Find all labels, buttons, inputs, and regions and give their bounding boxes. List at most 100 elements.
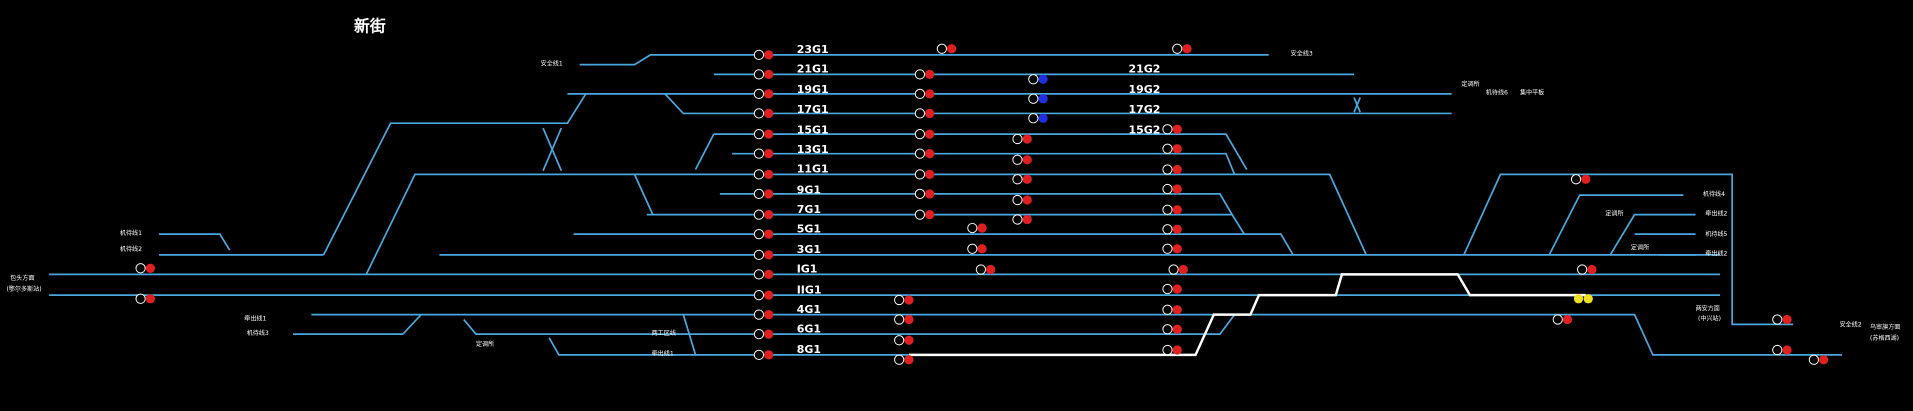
signal-lamp	[1022, 174, 1032, 184]
signal-lamp	[904, 295, 914, 305]
track-label: 6G1	[797, 322, 821, 335]
signal-lamp	[1012, 214, 1023, 225]
signal-lamp	[1782, 314, 1792, 325]
small-label: 机待线2	[120, 245, 142, 253]
signal-lamp	[1012, 133, 1023, 145]
small-label: 乌审旗方面	[1870, 323, 1900, 331]
signal-lamp	[1162, 143, 1173, 154]
track-label: 5G1	[797, 222, 821, 235]
signal-lamp	[1587, 264, 1597, 275]
signal-lamp	[753, 249, 765, 261]
signal-lamp	[1162, 224, 1173, 235]
signal-lamp	[1022, 195, 1032, 205]
signal-lamp	[753, 269, 765, 280]
track-line	[633, 174, 654, 216]
track-line	[293, 314, 422, 336]
signal-lamp	[753, 148, 765, 159]
signal-lamp	[914, 188, 926, 200]
track-label: 19G2	[1128, 83, 1160, 96]
track-line	[682, 314, 697, 356]
signal-lamp	[967, 222, 978, 234]
signal-lamp	[764, 290, 774, 300]
signal-lamp	[1172, 345, 1182, 355]
signal-lamp	[914, 209, 926, 220]
small-label: 牵出线2	[1705, 209, 1727, 217]
signal-lamp	[986, 264, 996, 275]
signal-lamp	[1782, 345, 1792, 355]
signal-lamp	[1168, 264, 1179, 275]
signal-lamp	[1570, 174, 1582, 185]
signal-lamp	[894, 354, 905, 365]
signal-lamp	[914, 169, 926, 180]
track-label: IG1	[797, 263, 818, 276]
track-label: 8G1	[797, 343, 821, 356]
signal-lamp	[977, 244, 987, 254]
signal-lamp	[1162, 344, 1173, 356]
signal-lamp	[977, 223, 987, 233]
signal-lamp	[925, 69, 935, 80]
signal-lamp	[1012, 194, 1023, 206]
small-label: 牵出线2	[1705, 250, 1727, 258]
track-label: 17G1	[797, 103, 829, 116]
track-line	[646, 213, 1246, 235]
signal-lamp	[1818, 355, 1829, 365]
track-label: 15G2	[1128, 123, 1160, 136]
track-line	[719, 193, 1233, 216]
track-label: 7G1	[797, 203, 821, 216]
signal-lamp	[925, 129, 935, 139]
track-label: 13G1	[797, 143, 829, 156]
signal-lamp	[1162, 243, 1173, 254]
track-line	[579, 54, 1269, 66]
small-label: 两安方面	[1696, 305, 1720, 313]
track-label: 11G1	[797, 163, 829, 176]
signal-lamp	[1022, 134, 1032, 144]
signal-lamp	[764, 89, 774, 99]
track-label: 21G2	[1128, 63, 1160, 76]
signal-lamp	[1162, 164, 1173, 175]
small-label: 机待线4	[1703, 190, 1725, 198]
signal-lamp	[753, 309, 765, 320]
signal-lamp	[135, 293, 146, 304]
signal-lamp	[1038, 74, 1048, 84]
small-label: (中兴站)	[1698, 314, 1721, 322]
signal-lamp	[753, 188, 765, 200]
signal-lamp	[1562, 314, 1573, 325]
signal-lamp	[145, 294, 155, 304]
track-line	[694, 133, 715, 170]
signal-lamp	[936, 43, 947, 54]
signal-lamp	[967, 243, 978, 254]
track-line	[463, 314, 1236, 336]
signal-lamp	[1162, 124, 1173, 135]
signal-lamp	[1012, 174, 1023, 185]
signal-lamp	[1573, 294, 1584, 304]
signal-lamp	[894, 335, 905, 346]
signal-lamp	[925, 189, 935, 199]
signal-lamp	[1172, 205, 1182, 215]
signal-lamp	[1772, 344, 1783, 356]
signal-lamp	[1038, 113, 1048, 123]
signal-lamp	[925, 108, 935, 119]
track-label: 17G2	[1128, 103, 1160, 116]
signal-lamp	[1172, 124, 1182, 134]
small-label: 安全线2	[1839, 320, 1861, 328]
signal-lamp	[753, 290, 765, 301]
signal-lamp	[1178, 264, 1188, 275]
signal-lamp	[764, 310, 774, 320]
track-line	[1548, 194, 1684, 256]
small-label: 机待线5	[1705, 230, 1727, 238]
signal-lamp	[1028, 74, 1039, 85]
signal-lamp	[753, 229, 765, 240]
signal-lamp	[764, 350, 774, 360]
signal-lamp	[1172, 224, 1182, 234]
signal-lamp	[764, 250, 774, 260]
signal-lamp	[894, 294, 905, 306]
track-label: IIG1	[797, 283, 822, 296]
signal-lamp	[904, 355, 914, 365]
signal-lamp	[764, 329, 774, 339]
signal-lamp	[925, 169, 935, 180]
signal-lamp	[1162, 204, 1173, 215]
signal-lamp	[753, 129, 765, 140]
signal-lamp	[1172, 164, 1182, 175]
signal-lamp	[753, 349, 765, 361]
track-line	[542, 127, 563, 172]
